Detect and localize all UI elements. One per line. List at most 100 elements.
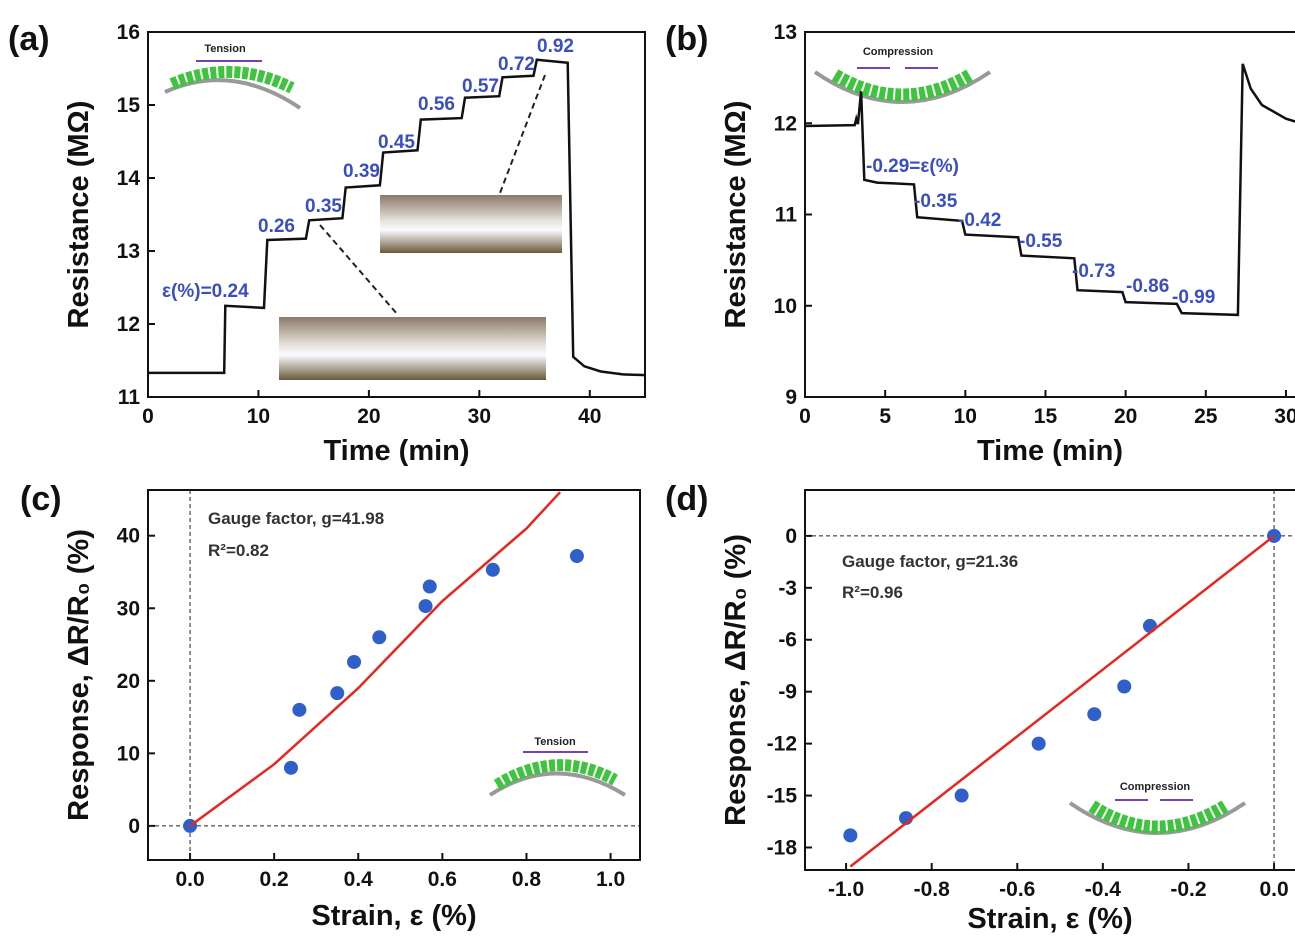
x-tick-label: 0 (142, 405, 154, 428)
y-tick-label: 15 (117, 94, 141, 117)
y-tick-label: -6 (778, 629, 797, 652)
y-tick-label: 10 (774, 295, 797, 318)
data-point (372, 630, 387, 645)
y-tick-label: 20 (117, 670, 140, 693)
data-line (804, 63, 1295, 317)
data-point (954, 788, 969, 803)
x-tick-label: 30 (468, 405, 491, 428)
y-tick-label: -18 (767, 836, 798, 859)
annotation: 0.26 (258, 216, 295, 237)
film-dots (831, 69, 974, 102)
x-tick-label: -0.8 (914, 878, 951, 901)
x-tick-label: 5 (879, 405, 891, 428)
data-point (347, 654, 362, 669)
plot-frame (147, 489, 641, 861)
y-tick-label: 16 (117, 21, 140, 44)
annotation: 0.39 (343, 161, 380, 182)
y-tick-label: 13 (774, 21, 797, 44)
annotation: -0.86 (1126, 276, 1169, 297)
data-line (849, 534, 1275, 868)
x-tick-label: -0.2 (1170, 878, 1206, 901)
film-dots (1088, 800, 1229, 834)
annotation: 0.45 (378, 132, 415, 153)
panel: (b) Time (min) Resistance (MΩ) 0 5 10 15 20 25 30… (665, 20, 1295, 467)
y-tick-label: -9 (778, 681, 797, 704)
data-line (148, 58, 646, 377)
y-tick-label: 40 (117, 525, 140, 548)
inset-label: Compression (1120, 781, 1191, 793)
data-point (418, 599, 433, 614)
panel-label: (d) (665, 480, 708, 518)
x-tick-label: 25 (1194, 405, 1218, 428)
photo-inset (380, 195, 562, 253)
x-tick-label: 10 (954, 405, 977, 428)
annotation: -0.42 (958, 210, 1001, 231)
y-tick-label: 11 (775, 204, 798, 227)
insets (164, 60, 1247, 835)
y-tick-label: 13 (117, 240, 140, 263)
panel-label: (c) (20, 480, 62, 518)
data-point (422, 579, 437, 594)
y-axis-label: Response, ΔR/R₀ (%) (63, 529, 95, 821)
x-tick-label: 20 (357, 405, 380, 428)
film-dots (169, 66, 295, 94)
y-tick-label: 11 (118, 386, 141, 409)
plot-frame (804, 489, 1295, 871)
annotation: 0.57 (462, 76, 499, 97)
x-tick-label: 0.0 (175, 868, 204, 891)
annotation: 0.56 (418, 94, 455, 115)
r-squared: R²=0.96 (842, 583, 903, 602)
data-point (1117, 679, 1132, 694)
y-tick-label: 0 (785, 525, 797, 548)
data-point (330, 686, 345, 701)
panel: (d) Strain, ε (%) Response, ΔR/R₀ (%) -1.0 -… (665, 480, 1295, 935)
y-axis-label: Response, ΔR/R₀ (%) (720, 534, 752, 826)
data-point (283, 760, 298, 775)
x-axis-label: Strain, ε (%) (311, 900, 476, 932)
annotation: 0.72 (498, 54, 535, 75)
x-tick-label: 20 (1114, 405, 1137, 428)
x-tick-label: 15 (1034, 405, 1058, 428)
panel-label: (b) (665, 20, 708, 58)
x-tick-label: 0 (799, 405, 811, 428)
x-tick-label: -1.0 (828, 878, 864, 901)
inset-label: Compression (863, 46, 934, 58)
x-tick-label: -0.4 (1085, 878, 1122, 901)
x-axis-label: Time (min) (323, 435, 469, 467)
substrate-arc (164, 78, 302, 110)
y-tick-label: -12 (767, 733, 797, 756)
data-point (569, 549, 584, 564)
x-tick-label: 0.2 (260, 868, 289, 891)
x-tick-label: 0.0 (1259, 878, 1288, 901)
annotation: -0.55 (1019, 231, 1063, 252)
x-tick-label: 30 (1274, 405, 1295, 428)
gauge-factor: Gauge factor, g=21.36 (842, 552, 1018, 571)
substrate-arc (488, 771, 627, 797)
y-tick-label: 0 (128, 815, 140, 838)
x-tick-label: 10 (247, 405, 270, 428)
panel: (a) Time (min) Resistance (MΩ) 0 10 20 30 40 11 1… (8, 20, 646, 467)
r-squared: R²=0.82 (208, 541, 269, 560)
y-tick-label: 14 (117, 167, 141, 190)
inset-label: Tension (204, 43, 246, 55)
data-point (843, 828, 858, 843)
y-tick-label: 12 (774, 112, 797, 135)
y-tick-label: 30 (117, 597, 140, 620)
inset-label: Tension (534, 736, 576, 748)
data-point (485, 562, 500, 577)
annotation: -0.35 (914, 191, 958, 212)
y-tick-label: 9 (785, 386, 797, 409)
panel-label: (a) (8, 20, 50, 58)
annotation: -0.73 (1072, 261, 1115, 282)
data-point (1031, 736, 1046, 751)
x-axis-label: Time (min) (977, 435, 1123, 467)
y-tick-label: -3 (778, 577, 797, 600)
y-tick-label: -15 (767, 785, 798, 808)
data-point (1142, 618, 1157, 633)
y-axis-label: Resistance (MΩ) (63, 101, 95, 329)
annotation: 0.92 (537, 36, 574, 57)
data-point (292, 702, 307, 717)
data-point (1087, 707, 1102, 722)
substrate-arc (813, 70, 992, 104)
